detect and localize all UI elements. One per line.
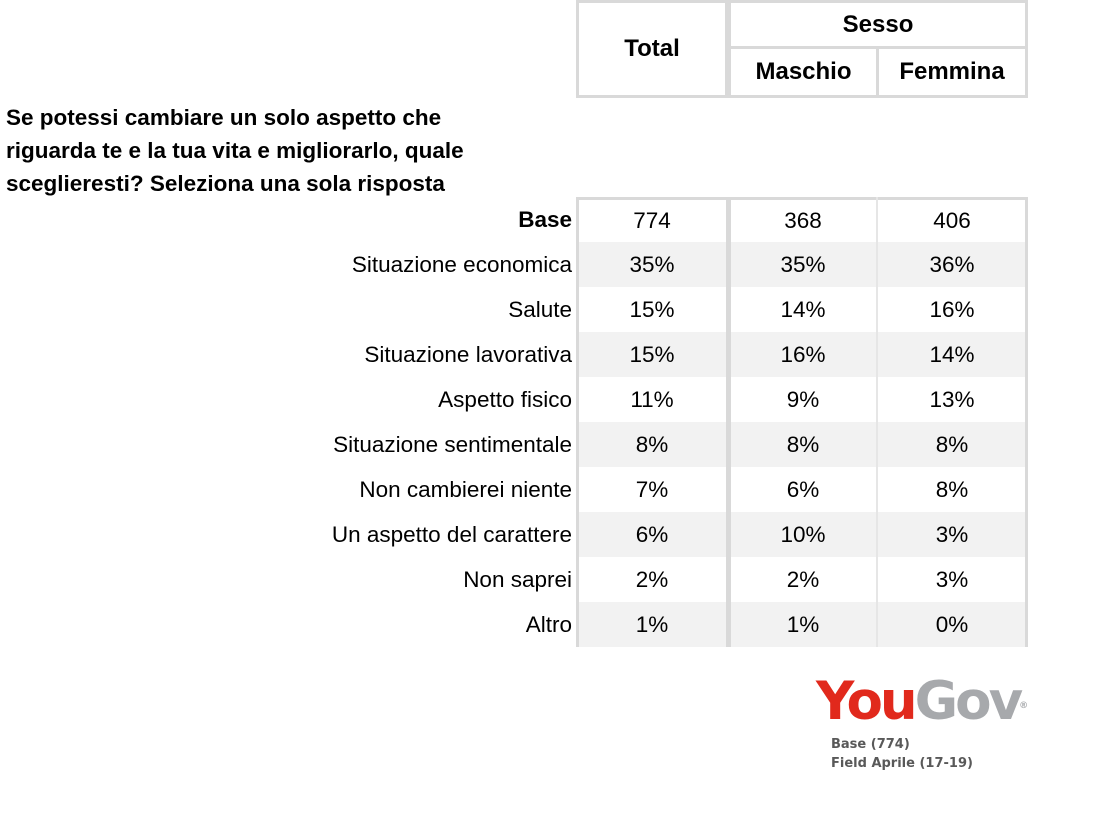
header-group-label: Sesso	[842, 10, 914, 38]
row-label: Aspetto fisico	[438, 387, 572, 412]
row-label: Situazione lavorativa	[364, 342, 572, 367]
cell-female: 406	[878, 197, 1026, 242]
table-separator-gender	[876, 197, 878, 647]
cell-total: 8%	[578, 422, 726, 467]
cell-total: 6%	[578, 512, 726, 557]
table-row: Aspetto fisico 11% 9% 13%	[0, 377, 1103, 422]
row-label: Non cambierei niente	[359, 477, 572, 502]
logo-gov: Gov	[914, 671, 1023, 732]
cell-female: 16%	[929, 297, 975, 322]
table-row: Situazione economica 35% 35% 36%	[0, 242, 1103, 287]
cell-male: 1%	[729, 602, 877, 647]
cell-male: 35%	[729, 242, 877, 287]
cell-female: 3%	[878, 512, 1026, 557]
cell-female: 8%	[935, 477, 969, 502]
cell-total: 15%	[629, 297, 675, 322]
row-label: Base	[518, 207, 572, 232]
cell-male: 8%	[729, 422, 877, 467]
logo-you: You	[816, 671, 918, 732]
table-row: Non cambierei niente 7% 6% 8%	[0, 467, 1103, 512]
header-total: Total	[576, 0, 728, 98]
table-row: Situazione sentimentale 8% 8% 8%	[0, 422, 1103, 467]
cell-female: 8%	[878, 422, 1026, 467]
cell-male: 6%	[786, 477, 820, 502]
row-label: Salute	[508, 297, 572, 322]
cell-female: 0%	[878, 602, 1026, 647]
cell-total: 2%	[635, 567, 669, 592]
row-label: Situazione economica	[351, 252, 572, 277]
cell-male: 14%	[780, 297, 826, 322]
cell-total: 11%	[630, 387, 674, 412]
cell-total: 15%	[578, 332, 726, 377]
table-row: Salute 15% 14% 16%	[0, 287, 1103, 332]
cell-male: 2%	[786, 567, 820, 592]
table-right-border	[1025, 197, 1028, 647]
table-separator-total	[726, 197, 731, 647]
header-female-label: Femmina	[899, 58, 1005, 85]
table-row: Un aspetto del carattere 6% 10% 3%	[0, 512, 1103, 557]
cell-total: 774	[578, 197, 726, 242]
cell-female: 13%	[929, 387, 975, 412]
table-row-base: Base 774 368 406	[0, 197, 1103, 242]
cell-male: 9%	[786, 387, 820, 412]
header-female: Femmina	[876, 46, 1028, 98]
results-table: Base 774 368 406 Situazione economica 35% 35% 3…	[0, 197, 1103, 647]
header-male-label: Maschio	[755, 58, 852, 85]
row-label: Situazione sentimentale	[333, 432, 572, 457]
footer-field: Field Aprile (17-19)	[831, 756, 973, 771]
header-total-label: Total	[624, 35, 680, 62]
cell-total: 7%	[635, 477, 669, 502]
footer-base: Base (774)	[831, 737, 910, 752]
logo-registered-mark: ®	[1019, 701, 1029, 711]
row-label: Un aspetto del carattere	[331, 522, 572, 547]
cell-male: 10%	[729, 512, 877, 557]
table-left-border	[576, 197, 579, 647]
table-row: Altro 1% 1% 0%	[0, 602, 1103, 647]
table-row: Situazione lavorativa 15% 16% 14%	[0, 332, 1103, 377]
cell-female: 14%	[878, 332, 1026, 377]
row-label: Non saprei	[463, 567, 572, 592]
cell-total: 35%	[578, 242, 726, 287]
cell-female: 36%	[878, 242, 1026, 287]
cell-female: 3%	[935, 567, 969, 592]
cell-male: 368	[729, 197, 877, 242]
question-text: Se potessi cambiare un solo aspetto che …	[6, 105, 464, 196]
yougov-logo: YouGov ®	[816, 671, 1028, 732]
row-label: Altro	[525, 612, 572, 637]
cell-total: 1%	[578, 602, 726, 647]
header-male: Maschio	[728, 46, 879, 98]
cell-male: 16%	[729, 332, 877, 377]
header-group-sesso: Sesso	[728, 0, 1028, 49]
table-row: Non saprei 2% 2% 3%	[0, 557, 1103, 602]
